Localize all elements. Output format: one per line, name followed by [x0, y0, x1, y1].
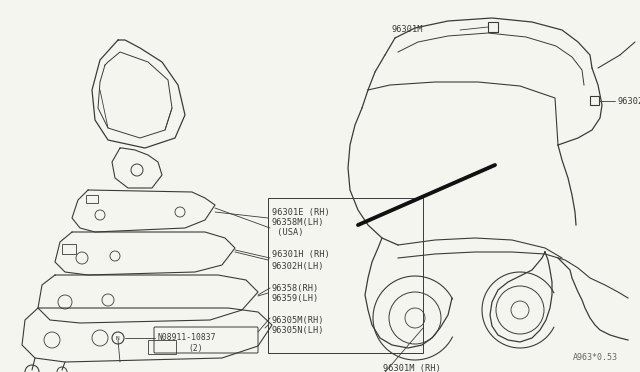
Text: 96301M: 96301M: [392, 26, 424, 35]
Text: 96358M(LH): 96358M(LH): [272, 218, 324, 228]
Text: (2): (2): [188, 343, 203, 353]
Text: N: N: [116, 336, 120, 340]
Bar: [62, 244, 76, 254]
Text: 96301E (RH): 96301E (RH): [272, 208, 330, 217]
Bar: [86, 195, 98, 203]
Text: A963*0.53: A963*0.53: [573, 353, 618, 362]
Text: 96301M (RH): 96301M (RH): [383, 365, 441, 372]
Bar: [590, 96, 599, 105]
Text: (USA): (USA): [272, 228, 303, 237]
Text: 96302H(LH): 96302H(LH): [272, 262, 324, 270]
Text: 96302M: 96302M: [617, 96, 640, 106]
Bar: [488, 22, 498, 32]
Bar: [148, 340, 176, 354]
Text: 96359(LH): 96359(LH): [272, 295, 319, 304]
Text: N08911-10837: N08911-10837: [157, 333, 216, 341]
Text: 96301H (RH): 96301H (RH): [272, 250, 330, 260]
Bar: [268, 198, 423, 353]
Text: 96305M(RH): 96305M(RH): [272, 315, 324, 324]
Text: 96358(RH): 96358(RH): [272, 283, 319, 292]
Text: 96305N(LH): 96305N(LH): [272, 327, 324, 336]
